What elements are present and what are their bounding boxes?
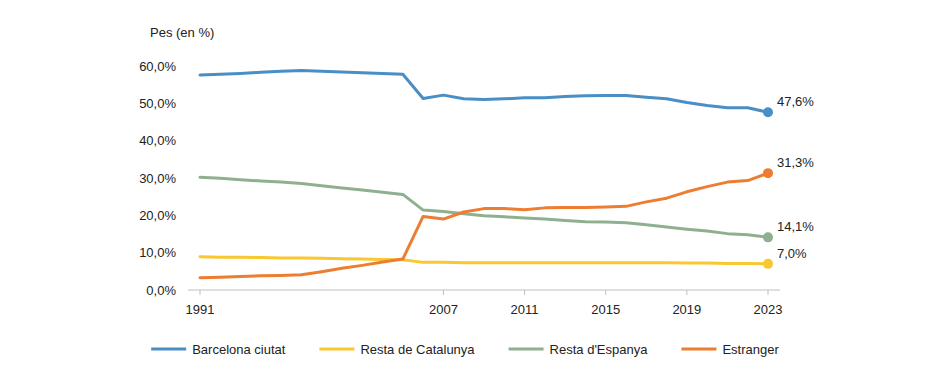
legend-label: Resta d'Espanya: [550, 342, 649, 357]
x-tick-label: 2007: [429, 302, 458, 317]
legend-label: Resta de Catalunya: [360, 342, 475, 357]
x-tick-label: 2023: [754, 302, 783, 317]
y-axis-title: Pes (en %): [150, 25, 214, 40]
data-labels: 47,6% 7,0% 14,1% 31,3%: [777, 94, 814, 261]
legend-swatch: [681, 348, 716, 351]
y-tick-label: 10,0%: [139, 245, 176, 260]
series-line: [200, 70, 768, 112]
legend-label: Estranger: [722, 342, 779, 357]
x-tick: [524, 290, 525, 295]
legend-label: Barcelona ciutat: [192, 342, 286, 357]
legend-swatch: [509, 348, 544, 351]
plot-area: [200, 70, 773, 277]
page: {"chart_data": { "type": "line", "y_labe…: [0, 0, 930, 370]
data-label: 31,3%: [777, 155, 814, 170]
legend-swatch: [319, 348, 354, 351]
y-tick-label: 40,0%: [139, 133, 176, 148]
y-tick-label: 30,0%: [139, 171, 176, 186]
x-tick: [605, 290, 606, 295]
point-marker: [763, 232, 773, 242]
y-tick-label: 20,0%: [139, 208, 176, 223]
legend: Barcelona ciutat Resta de Catalunya Resta …: [151, 342, 779, 357]
x-tick-label: 2015: [591, 302, 620, 317]
x-tick: [443, 290, 444, 295]
data-label: 14,1%: [777, 219, 814, 234]
x-tick-label: 2011: [511, 302, 539, 317]
y-tick-label: 0,0%: [146, 283, 176, 298]
y-axis: 0,0% 10,0% 20,0% 30,0% 40,0% 50,0% 60,0%: [139, 59, 176, 298]
x-tick: [686, 290, 687, 295]
series-line: [200, 173, 768, 278]
chart: Pes (en %) 0,0% 10,0% 20,0% 30,0% 40,0% 50,0% 6…: [0, 0, 930, 370]
y-tick-label: 60,0%: [139, 59, 176, 74]
data-label: 7,0%: [777, 246, 807, 261]
point-marker: [763, 259, 773, 269]
x-axis: 1991 2007 2011 2015 2019 2023: [186, 290, 783, 317]
point-marker: [763, 107, 773, 117]
data-label: 47,6%: [777, 94, 814, 109]
y-tick-label: 50,0%: [139, 96, 176, 111]
x-axis-line: [188, 290, 780, 291]
x-tick: [200, 290, 201, 295]
x-tick-label: 2019: [672, 302, 701, 317]
x-tick-label: 1991: [186, 302, 215, 317]
point-marker: [763, 168, 773, 178]
series-line: [200, 257, 768, 264]
x-tick: [768, 290, 769, 295]
legend-swatch: [151, 348, 186, 351]
